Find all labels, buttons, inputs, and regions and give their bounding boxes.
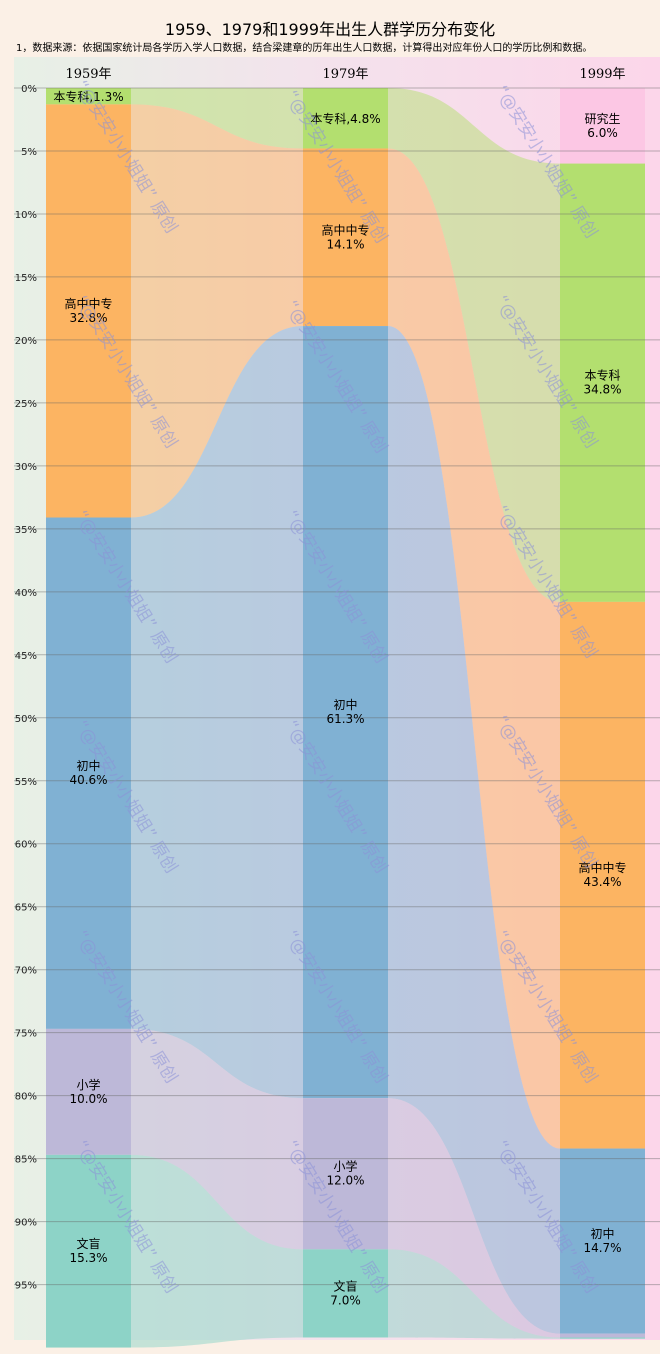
segment-label-name: 小学 [76,1077,100,1092]
bar-segment-文盲 [560,1337,645,1339]
segment-label-name: 本专科 [584,368,620,383]
bar-segment-本专科 [303,88,388,149]
y-tick-label: 15% [15,273,37,284]
y-tick-label: 40% [15,588,37,599]
segment-label-value: 40.6% [69,773,107,787]
segment-label-name: 文盲 [76,1236,100,1251]
y-tick-label: 65% [15,903,37,914]
flow-文盲 [388,1249,560,1339]
segment-label-name: 初中 [76,758,100,773]
segment-label-value: 14.1% [326,237,364,251]
segment-label-name: 研究生 [584,111,620,126]
segment-label-value: 6.0% [587,126,618,140]
y-tick-label: 20% [15,336,37,347]
segment-label: 本专科,1.3% [53,89,123,104]
segment-label-value: 34.8% [583,383,621,397]
bar-segment-小学 [303,1098,388,1250]
bar-segment-高中中专 [46,104,131,518]
bar-segment-高中中专 [560,601,645,1149]
y-tick-label: 55% [15,777,37,788]
bar-segments [46,88,645,1348]
y-tick-label: 75% [15,1029,37,1040]
y-tick-label: 35% [15,525,37,536]
y-tick-label: 45% [15,651,37,662]
flow-bands [131,88,560,1348]
y-tick-label: 90% [15,1218,37,1229]
y-tick-label: 25% [15,399,37,410]
segment-label: 本专科,4.8% [310,111,380,126]
bar-segment-初中 [46,517,131,1029]
segment-label-value: 14.7% [583,1241,621,1255]
segment-label-value: 15.3% [69,1251,107,1265]
year-label: 1999年 [579,67,625,82]
y-tick-label: 80% [15,1092,37,1103]
segment-label-name: 高中中专 [578,860,626,875]
flow-高中中专 [131,104,303,518]
segment-label-value: 61.3% [326,712,364,726]
bar-segment-初中 [560,1148,645,1334]
y-axis-ticks: 0% 5% 10% 15% 20% 25% 30% 35% 40% 45% 50% 55% 60% 65%… [15,84,37,1292]
segment-label-value: 32.8% [69,311,107,325]
segment-label-value: 43.4% [583,875,621,889]
y-tick-label: 30% [15,462,37,473]
y-tick-label: 10% [15,210,37,221]
y-tick-label: 50% [15,714,37,725]
bar-segment-初中 [303,326,388,1099]
bar-segment-本专科 [560,163,645,602]
y-tick-label: 85% [15,1155,37,1166]
flow-本专科 [131,88,303,149]
segment-label-value: 7.0% [330,1293,361,1307]
flow-初中 [131,326,303,1099]
bar-segment-本专科 [46,88,131,105]
flow-高中中专 [388,148,560,1149]
bar-segment-高中中专 [303,148,388,327]
chart-title: 1959、1979和1999年出生人群学历分布变化 [165,20,495,39]
segment-label-name: 高中中专 [64,296,112,311]
gridlines [14,87,660,1286]
bar-segment-研究生 [560,88,645,164]
segment-label-name: 文盲 [333,1278,357,1293]
y-tick-label: 5% [21,147,37,158]
flow-初中 [388,326,560,1334]
segment-label-name: 高中中专 [321,222,369,237]
y-tick-label: 60% [15,840,37,851]
y-tick-label: 70% [15,966,37,977]
y-tick-label: 0% [21,84,37,95]
bar-segment-文盲 [46,1154,131,1348]
segment-label-name: 初中 [590,1226,614,1241]
data-source-note: 1，数据来源：依据国家统计局各学历入学人口数据，结合梁建章的历年出生人口数据，计… [16,41,592,54]
segment-labels: 本专科,1.3%高中中专32.8%初中40.6%小学10.0%文盲15.3%本专… [53,89,626,1307]
segment-label-name: 小学 [333,1159,357,1174]
bar-segment-小学 [46,1028,131,1155]
year-label: 1979年 [322,67,368,82]
flow-小学 [388,1098,560,1338]
segment-label-value: 12.0% [326,1174,364,1188]
y-tick-label: 95% [15,1281,37,1292]
bar-segment-文盲 [303,1249,388,1338]
segment-label-value: 10.0% [69,1092,107,1106]
year-label: 1959年 [65,67,111,82]
year-labels: 1959年 1979年 1999年 [65,67,625,82]
flow-文盲 [131,1154,303,1348]
flow-本专科 [388,88,560,602]
segment-label-name: 初中 [333,697,357,712]
flow-小学 [131,1028,303,1250]
bar-segment-小学 [560,1333,645,1338]
